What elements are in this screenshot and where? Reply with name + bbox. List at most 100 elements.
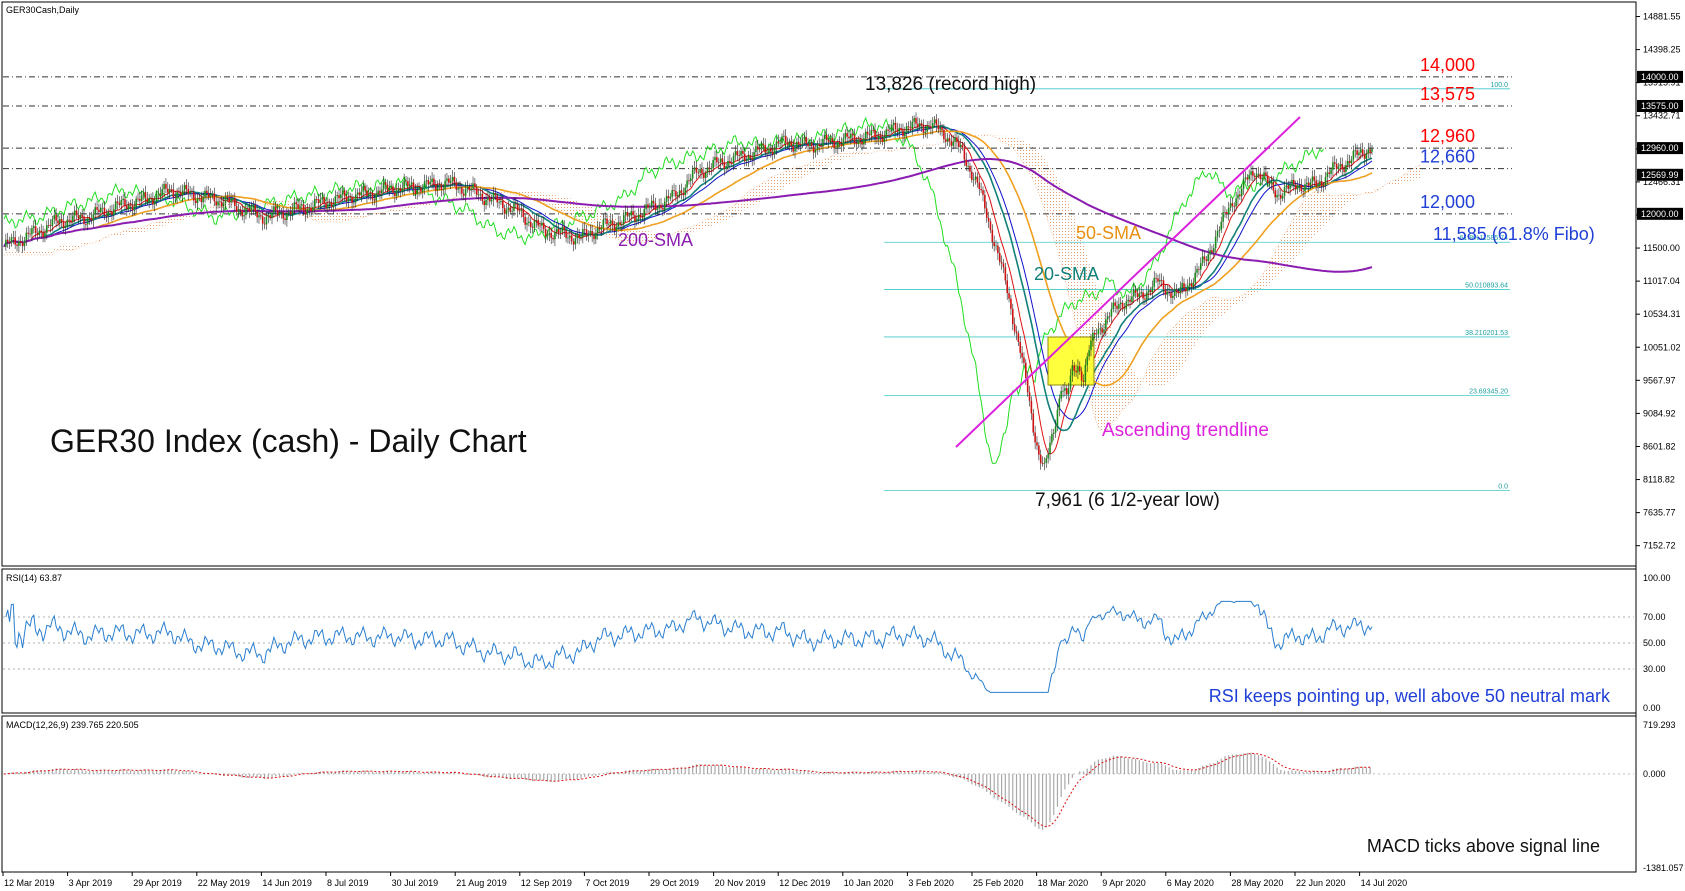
candle-body [555, 228, 558, 232]
candle-body [436, 187, 439, 191]
candle-body [680, 190, 683, 193]
candle-body [807, 143, 809, 147]
candle-body [241, 210, 244, 217]
candle-body [1190, 283, 1193, 287]
candle-body [34, 226, 37, 233]
candle-body [366, 190, 368, 197]
rsi-label: RSI(14) 63.87 [6, 573, 62, 583]
candle-body [636, 218, 638, 222]
candle-body [660, 204, 662, 209]
fibonacci-levels: 100.0 61.8%11585.74 50.010893.64 38.210201.… [884, 82, 1510, 491]
candle-body [148, 198, 150, 202]
candle-body [595, 232, 597, 240]
candle-body [228, 197, 231, 203]
candle-body [444, 180, 446, 190]
ichimoku-cloud-fill [4, 134, 1421, 433]
candle-body [637, 214, 640, 219]
candle-body [16, 244, 18, 246]
candle-body [609, 220, 612, 224]
rsi-annotation: RSI keeps pointing up, well above 50 neu… [1209, 686, 1611, 706]
candle-body [1013, 324, 1016, 332]
candle-body [971, 171, 973, 180]
candle-body [686, 180, 688, 188]
candle-body [481, 193, 484, 201]
candle-body [1015, 331, 1018, 334]
price-tags: 14000.00 13575.00 12960.00 12569.99 12000.00 [1637, 70, 1683, 220]
candle-body [1162, 280, 1165, 290]
candle-body [440, 185, 443, 190]
candle-body [570, 235, 573, 242]
candle-body [200, 198, 203, 203]
price-tick-label-12: 9084.92 [1643, 408, 1676, 418]
candle-body [730, 163, 733, 164]
candle-body [27, 232, 29, 234]
candle-body [634, 215, 636, 222]
candle-body [222, 203, 225, 207]
fibo-label-0: 100.0 [1490, 82, 1508, 89]
candle-body [939, 127, 941, 130]
candle-body [66, 219, 69, 227]
candle-body [1239, 194, 1241, 197]
candle-body [1212, 248, 1215, 253]
candle-body [1227, 207, 1230, 214]
candle-body [68, 219, 70, 221]
candle-body [12, 237, 15, 239]
candle-body [794, 147, 796, 152]
sma50-label: 50-SMA [1076, 223, 1141, 243]
candle-body [673, 190, 675, 191]
candle-body [70, 220, 72, 222]
time-label-19: 28 May 2020 [1231, 878, 1283, 888]
candle-body [1293, 179, 1295, 185]
time-label-7: 21 Aug 2019 [456, 878, 507, 888]
candle-body [520, 209, 523, 212]
candle-body [1168, 291, 1170, 293]
candle-body [580, 236, 582, 238]
candle-body [1250, 171, 1252, 175]
candle-body [693, 167, 696, 170]
candle-body [1065, 388, 1068, 395]
candle-body [628, 215, 631, 217]
candle-body [1123, 308, 1126, 310]
candle-body [1274, 190, 1277, 198]
candle-body [740, 150, 742, 156]
candle-body [502, 200, 504, 209]
candle-body [877, 135, 880, 140]
candle-body [837, 142, 839, 148]
candle-body [946, 138, 949, 142]
candle-body [284, 218, 286, 220]
candle-body [77, 215, 80, 219]
candle-body [1320, 181, 1323, 186]
candle-body [464, 188, 467, 196]
candle-body [507, 207, 510, 210]
time-label-15: 25 Feb 2020 [973, 878, 1024, 888]
candle-body [1036, 442, 1038, 446]
candle-body [1354, 150, 1357, 152]
candle-body [569, 235, 571, 238]
candle-body [282, 211, 284, 219]
candle-body [252, 204, 255, 209]
candle-body [1266, 175, 1269, 183]
candle-body [781, 136, 783, 144]
candle-body [902, 130, 904, 137]
candle-body [1086, 356, 1089, 366]
candle-body [185, 184, 188, 190]
candle-body [1125, 301, 1128, 309]
price-tick-label-14: 8118.82 [1643, 475, 1675, 485]
candle-body [492, 193, 495, 200]
candle-body [697, 172, 700, 174]
candle-body [1347, 161, 1349, 166]
candle-body [10, 237, 13, 243]
time-label-12: 12 Dec 2019 [779, 878, 830, 888]
candle-body [1296, 185, 1299, 190]
candle-body [446, 178, 448, 181]
candle-body [1099, 328, 1102, 330]
macd-tick-label-1: 0.000 [1643, 769, 1666, 779]
candle-body [416, 189, 418, 195]
candle-body [611, 220, 614, 226]
candle-body [88, 218, 91, 220]
candle-body [483, 200, 485, 206]
candle-body [810, 142, 813, 147]
candle-body [494, 193, 497, 196]
candle-body [587, 234, 590, 236]
